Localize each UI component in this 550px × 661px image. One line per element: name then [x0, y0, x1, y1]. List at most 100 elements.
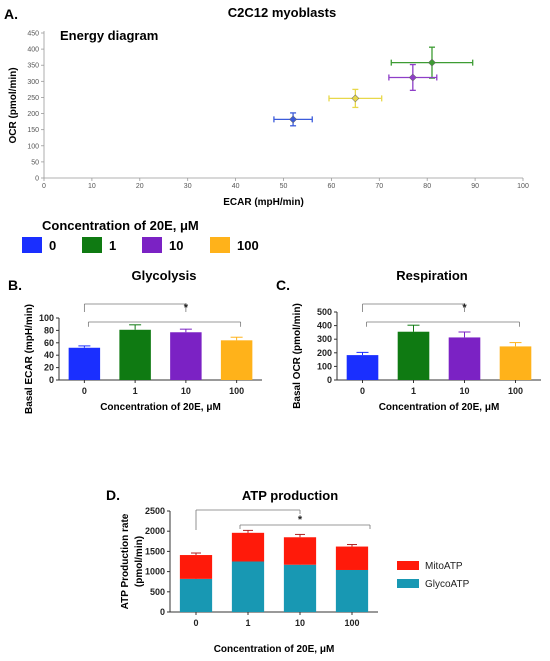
chart-c-x-tick-label: 0 — [360, 386, 365, 396]
chart-d-legend-swatch-GlycoATP — [397, 579, 419, 588]
chart-d-legend-label-MitoATP: MitoATP — [425, 561, 463, 572]
chart-a-y-tick-label: 150 — [27, 127, 39, 134]
chart-b-x-tick-label: 1 — [133, 386, 138, 396]
chart-b-x-tick-label: 0 — [82, 386, 87, 396]
chart-d-bar-0-GlycoATP — [179, 578, 213, 612]
chart-a-x-tick-label: 80 — [423, 183, 431, 190]
chart-d-x-tick-label: 0 — [193, 618, 198, 628]
chart-b-bar-0 — [68, 347, 101, 380]
chart-b-title: Glycolysis — [131, 268, 196, 283]
chart-d-x-label: Concentration of 20E, μM — [214, 644, 335, 655]
chart-a-x-tick-label: 50 — [280, 183, 288, 190]
legend-swatch-10 — [142, 237, 162, 253]
panel-letter-a: A. — [4, 6, 18, 22]
chart-b-bar-10 — [170, 332, 202, 380]
chart-d-y-tick-label: 1500 — [145, 546, 165, 556]
chart-c-y-tick-label: 500 — [317, 307, 332, 317]
panel-letter-c: C. — [276, 277, 290, 293]
chart-c-bar-10 — [448, 337, 481, 380]
chart-d-x-tick-label: 100 — [344, 618, 359, 628]
legend-label-0: 0 — [49, 238, 56, 253]
chart-a-x-label: ECAR (mpH/min) — [223, 197, 304, 208]
chart-b-significance-star: * — [184, 302, 189, 314]
chart-d-y-tick-label: 500 — [150, 587, 165, 597]
chart-a-x-tick-label: 0 — [42, 183, 46, 190]
chart-d-legend-label-GlycoATP: GlycoATP — [425, 579, 470, 590]
chart-a-annotation: Energy diagram — [60, 28, 158, 43]
chart-c-y-tick-label: 300 — [317, 334, 332, 344]
chart-c-significance-star: * — [462, 302, 467, 314]
chart-c-y-tick-label: 400 — [317, 321, 332, 331]
chart-a-y-tick-label: 250 — [27, 95, 39, 102]
chart-b-y-tick-label: 20 — [44, 363, 54, 373]
chart-c-bar-0 — [346, 355, 379, 380]
chart-c-y-tick-label: 200 — [317, 348, 332, 358]
chart-d-bar-100-MitoATP — [335, 546, 369, 570]
chart-c-y-tick-label: 0 — [327, 375, 332, 385]
chart-a-point-0 — [289, 115, 297, 124]
chart-a-y-tick-label: 50 — [31, 159, 39, 166]
chart-d-bar-0-MitoATP — [179, 555, 213, 579]
chart-a-y-tick-label: 450 — [27, 31, 39, 38]
chart-d-y-label-line-1: ATP Production rate — [120, 513, 131, 609]
panel-letter-d: D. — [106, 487, 120, 503]
legend-label-10: 10 — [169, 238, 183, 253]
chart-d-significance-star: * — [298, 514, 303, 526]
chart-a-y-tick-label: 300 — [27, 79, 39, 86]
chart-c-x-tick-label: 10 — [459, 386, 469, 396]
chart-c-bar-1 — [397, 331, 430, 380]
panel-letter-b: B. — [8, 277, 22, 293]
chart-b-y-tick-label: 100 — [39, 313, 54, 323]
chart-d-x-tick-label: 1 — [245, 618, 250, 628]
chart-a-x-tick-label: 70 — [375, 183, 383, 190]
chart-d-y-tick-label: 0 — [160, 607, 165, 617]
chart-a-x-tick-label: 30 — [184, 183, 192, 190]
chart-d-y-tick-label: 1000 — [145, 567, 165, 577]
chart-b-y-tick-label: 0 — [49, 375, 54, 385]
chart-a-x-tick-label: 40 — [232, 183, 240, 190]
chart-d-legend-swatch-MitoATP — [397, 561, 419, 570]
legend-label-100: 100 — [237, 238, 259, 253]
legend-label-1: 1 — [109, 238, 116, 253]
chart-d-bar-100-GlycoATP — [335, 569, 369, 612]
chart-a-y-tick-label: 400 — [27, 47, 39, 54]
chart-b-y-label: Basal ECAR (mpH/min) — [24, 304, 35, 414]
chart-b-y-tick-label: 80 — [44, 325, 54, 335]
chart-a-point-100 — [351, 94, 360, 103]
chart-c-title: Respiration — [396, 268, 468, 283]
chart-b-x-tick-label: 10 — [181, 386, 191, 396]
chart-c-x-tick-label: 100 — [508, 386, 523, 396]
chart-b-bar-100 — [220, 340, 253, 380]
chart-d-title: ATP production — [242, 488, 338, 503]
chart-b-x-tick-label: 100 — [229, 386, 244, 396]
chart-d-bar-10-GlycoATP — [283, 564, 317, 612]
chart-b-x-label: Concentration of 20E, μM — [100, 402, 221, 413]
chart-a-y-tick-label: 200 — [27, 111, 39, 118]
chart-b-y-tick-label: 40 — [44, 350, 54, 360]
chart-a-y-tick-label: 100 — [27, 143, 39, 150]
legend-swatch-0 — [22, 237, 42, 253]
legend-swatch-1 — [82, 237, 102, 253]
chart-d-bar-1-MitoATP — [231, 532, 265, 562]
chart-a-y-tick-label: 350 — [27, 63, 39, 70]
chart-d-bar-1-GlycoATP — [231, 561, 265, 612]
chart-a-x-tick-label: 60 — [328, 183, 336, 190]
chart-a-point-1 — [428, 58, 436, 67]
chart-c-y-tick-label: 100 — [317, 361, 332, 371]
chart-d-y-label-line-2: (pmol/min) — [134, 536, 145, 587]
legend-swatch-100 — [210, 237, 230, 253]
chart-a-point-10 — [408, 73, 417, 82]
chart-c-y-label: Basal OCR (pmol/min) — [292, 303, 303, 409]
chart-a-x-tick-label: 100 — [517, 183, 529, 190]
chart-a-y-tick-label: 0 — [35, 176, 39, 183]
chart-a-x-tick-label: 10 — [88, 183, 96, 190]
chart-a-title: C2C12 myoblasts — [228, 5, 336, 20]
chart-a-y-label: OCR (pmol/min) — [8, 67, 19, 143]
chart-c-bar-100 — [499, 346, 532, 380]
legend-title: Concentration of 20E, μM — [42, 218, 199, 233]
chart-d-x-tick-label: 10 — [295, 618, 305, 628]
chart-d-bar-10-MitoATP — [283, 537, 317, 565]
chart-d-y-tick-label: 2000 — [145, 526, 165, 536]
chart-a-x-tick-label: 20 — [136, 183, 144, 190]
